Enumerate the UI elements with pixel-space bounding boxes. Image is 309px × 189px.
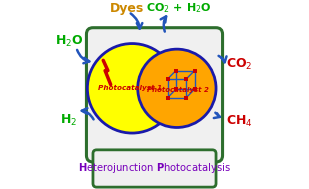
Circle shape: [87, 43, 177, 133]
FancyBboxPatch shape: [87, 28, 222, 162]
Text: CO$_2$ + H$_2$O: CO$_2$ + H$_2$O: [146, 1, 212, 15]
Bar: [184, 96, 188, 100]
Text: CO$_2$: CO$_2$: [226, 57, 253, 72]
Bar: [166, 96, 170, 100]
Bar: [174, 87, 178, 91]
Bar: [174, 69, 178, 73]
Text: CH$_4$: CH$_4$: [226, 114, 253, 129]
Bar: [193, 69, 197, 73]
Bar: [184, 77, 188, 81]
Bar: [193, 87, 197, 91]
Text: $\bf{H}$eterojunction $\bf{P}$hotocatalysis: $\bf{H}$eterojunction $\bf{P}$hotocataly…: [78, 161, 231, 176]
Bar: [166, 77, 170, 81]
Text: Photocatalyst 2: Photocatalyst 2: [147, 87, 209, 93]
FancyBboxPatch shape: [93, 150, 216, 187]
Text: Dyes: Dyes: [110, 2, 145, 15]
Text: Photocatalyst 1: Photocatalyst 1: [98, 85, 162, 91]
Text: H$_2$: H$_2$: [60, 112, 77, 128]
Text: H$_2$O: H$_2$O: [55, 34, 84, 49]
Circle shape: [138, 49, 216, 127]
